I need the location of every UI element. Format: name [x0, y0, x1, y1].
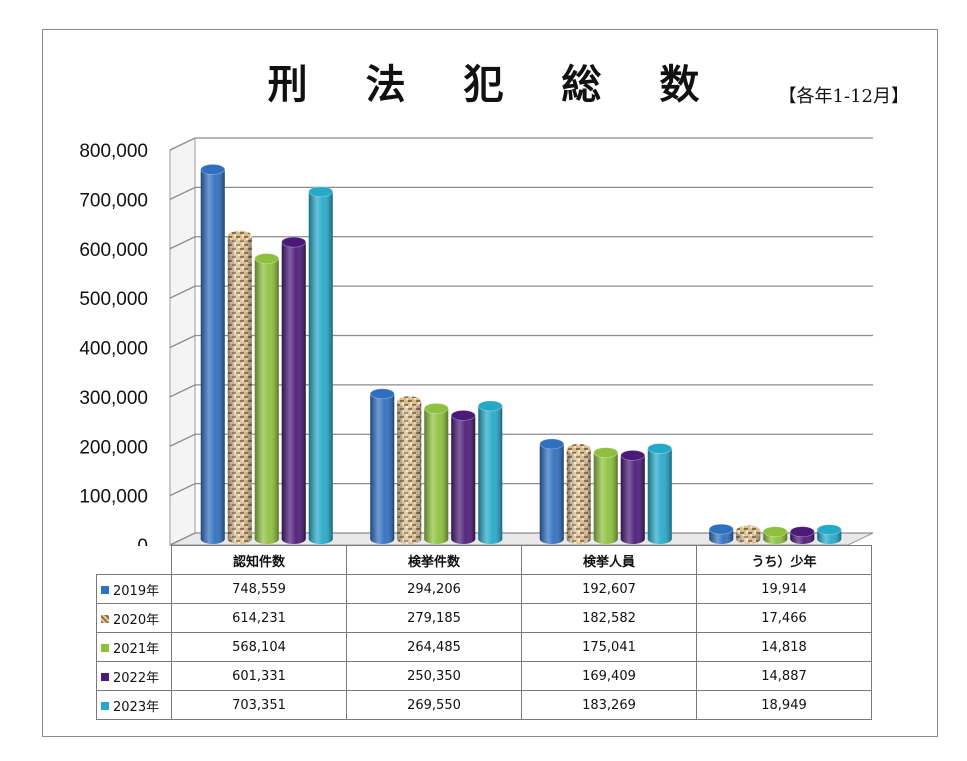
bar [308, 186, 334, 544]
table-row: 2021年 568,104 264,485 175,041 14,818 [96, 632, 872, 662]
data-label: 601,331 [171, 661, 347, 691]
y-tick-label: 800,000 [79, 141, 148, 162]
series-name: 2023年 [113, 699, 160, 715]
data-label: 169,409 [521, 661, 697, 691]
bar [735, 524, 761, 544]
table-corner [96, 545, 172, 575]
y-tick-label: 300,000 [79, 388, 148, 409]
bar [254, 253, 280, 544]
bar [450, 409, 476, 544]
data-label: 17,466 [696, 603, 872, 633]
data-label: 568,104 [171, 632, 347, 662]
data-label: 703,351 [171, 690, 347, 720]
gridline [169, 532, 873, 546]
bar [789, 526, 815, 544]
data-label: 14,818 [696, 632, 872, 662]
y-tick-label: 600,000 [79, 240, 148, 261]
gridline [169, 236, 873, 250]
bar [369, 388, 395, 544]
category-label: 認知件数 [171, 545, 347, 575]
y-tick-label: 700,000 [79, 190, 148, 211]
y-tick-label: 500,000 [79, 289, 148, 310]
category-label: うち）少年 [696, 545, 872, 575]
legend-label: 2019年 [96, 574, 172, 604]
data-label: 264,485 [346, 632, 522, 662]
series-name: 2020年 [113, 612, 160, 628]
gridline [169, 285, 873, 299]
legend-swatch [101, 643, 109, 652]
series-name: 2021年 [113, 641, 160, 657]
data-label: 748,559 [171, 574, 347, 604]
legend-swatch [101, 672, 109, 681]
data-label: 19,914 [696, 574, 872, 604]
bar [477, 400, 503, 544]
legend-label: 2022年 [96, 661, 172, 691]
data-label: 182,582 [521, 603, 697, 633]
gridline [169, 482, 873, 497]
bar [566, 443, 592, 544]
bar [423, 403, 449, 544]
data-label: 279,185 [346, 603, 522, 633]
bar [593, 447, 619, 544]
data-label: 183,269 [521, 690, 697, 720]
data-label: 18,949 [696, 690, 872, 720]
data-label: 614,231 [171, 603, 347, 633]
chart-title: 刑 法 犯 総 数 [267, 61, 722, 108]
table-row: 2020年 614,231 279,185 182,582 17,466 [96, 603, 872, 633]
legend-swatch [101, 585, 109, 594]
y-tick-label: 400,000 [79, 339, 148, 360]
chart-subtitle: 【各年1-12月】 [778, 86, 909, 107]
gridline [169, 334, 873, 349]
y-tick-label: 200,000 [79, 437, 148, 458]
table-row: 2022年 601,331 250,350 169,409 14,887 [96, 661, 872, 691]
bar [539, 438, 565, 544]
bar [200, 163, 226, 544]
gridline [169, 186, 873, 200]
bar [227, 230, 253, 544]
data-label: 269,550 [346, 690, 522, 720]
legend-swatch [101, 701, 109, 710]
category-label: 検挙件数 [346, 545, 522, 575]
legend-label: 2023年 [96, 690, 172, 720]
table-row: 2019年 748,559 294,206 192,607 19,914 [96, 574, 872, 604]
category-label: 検挙人員 [521, 545, 697, 575]
bar [396, 395, 422, 544]
data-label: 175,041 [521, 632, 697, 662]
series-name: 2019年 [113, 583, 160, 599]
gridline [169, 433, 873, 447]
table-row: 2023年 703,351 269,550 183,269 18,949 [96, 690, 872, 720]
bar [708, 523, 734, 544]
legend-swatch [101, 614, 109, 623]
legend-label: 2021年 [96, 632, 172, 662]
legend-label: 2020年 [96, 603, 172, 633]
series-name: 2022年 [113, 670, 160, 686]
gridline [169, 137, 873, 151]
gridline [169, 384, 873, 398]
bar [647, 443, 673, 544]
data-label: 14,887 [696, 661, 872, 691]
data-label: 294,206 [346, 574, 522, 604]
bar [281, 236, 307, 544]
y-tick-label: 100,000 [79, 487, 148, 508]
bar [762, 526, 788, 544]
data-label: 192,607 [521, 574, 697, 604]
bar [816, 524, 842, 544]
data-table: 認知件数 検挙件数 検挙人員 うち）少年 2019年 748,559 294,206 192… [96, 545, 872, 720]
bar [620, 449, 646, 544]
data-label: 250,350 [346, 661, 522, 691]
